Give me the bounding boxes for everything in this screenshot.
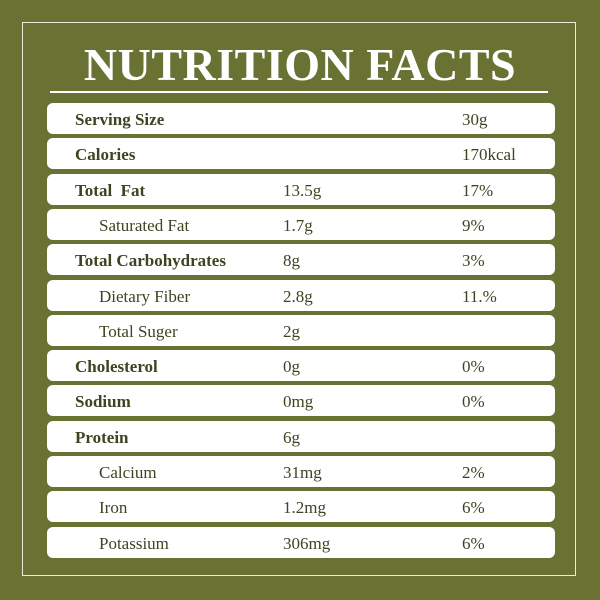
daily-value: 0% xyxy=(462,392,485,412)
amount: 13.5g xyxy=(283,180,322,200)
nutrient-name: Dietary Fiber xyxy=(99,286,191,306)
amount: 8g xyxy=(283,251,300,271)
daily-value: 6% xyxy=(462,533,485,553)
table-row: Serving Size 30g xyxy=(47,103,555,134)
daily-value: 9% xyxy=(462,215,485,235)
table-row: Sodium 0mg 0% xyxy=(47,385,555,417)
table-row: Potassium 306mg 6% xyxy=(47,526,555,558)
nutrient-name: Potassium xyxy=(99,533,169,553)
amount: 2g xyxy=(283,321,300,341)
title-rule xyxy=(50,91,548,93)
amount: 31mg xyxy=(283,463,322,482)
nutrient-name: Calories xyxy=(75,145,136,165)
table-row: Protein 6g xyxy=(47,420,555,452)
table-row: Total Suger 2g xyxy=(47,314,555,346)
amount: 1.7g xyxy=(283,215,313,235)
nutrient-name: Total Suger xyxy=(99,321,178,341)
amount: 2.8g xyxy=(283,286,313,306)
amount: 0g xyxy=(283,357,300,377)
frame xyxy=(22,22,576,576)
table-row: Iron 1.2mg 6% xyxy=(47,491,555,523)
nutrient-name: Saturated Fat xyxy=(99,215,190,235)
daily-value: 11.% xyxy=(462,286,497,306)
table-row: Calcium 31mg 2% xyxy=(47,456,555,487)
daily-value: 6% xyxy=(462,498,485,518)
amount: 0mg xyxy=(283,392,314,412)
amount: 6g xyxy=(283,427,300,447)
amount: 306mg xyxy=(283,533,331,553)
nutrient-name: Total Fat xyxy=(75,180,146,200)
nutrient-name: Iron xyxy=(99,498,128,518)
daily-value: 170kcal xyxy=(462,145,516,165)
table-row: Total Carbohydrates 8g 3% xyxy=(47,244,555,276)
table-row: Saturated Fat 1.7g 9% xyxy=(47,208,555,240)
nutrient-name: Protein xyxy=(75,427,129,447)
table-row: Cholesterol 0g 0% xyxy=(47,350,555,382)
amount: 1.2mg xyxy=(283,498,326,518)
daily-value: 2% xyxy=(462,463,485,482)
nutrient-name: Calcium xyxy=(99,463,157,482)
nutrient-name: Cholesterol xyxy=(75,357,158,377)
table-row: Total Fat 13.5g 17% xyxy=(47,173,555,205)
table-row: Calories 170kcal xyxy=(47,138,555,170)
nutrient-name: Serving Size xyxy=(75,110,165,129)
daily-value: 0% xyxy=(462,357,485,377)
daily-value: 30g xyxy=(462,110,488,129)
title: NUTRITION FACTS xyxy=(83,39,517,90)
daily-value: 17% xyxy=(462,180,494,200)
nutrient-name: Total Carbohydrates xyxy=(75,251,226,271)
nutrient-name: Sodium xyxy=(75,392,131,412)
daily-value: 3% xyxy=(462,251,485,271)
table-row: Dietary Fiber 2.8g 11.% xyxy=(47,279,555,311)
